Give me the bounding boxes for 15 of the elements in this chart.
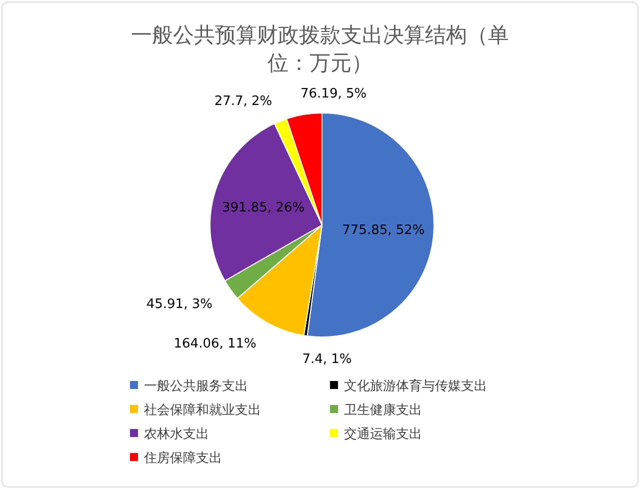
data-label: 7.4, 1% <box>302 352 352 367</box>
chart-title: 一般公共预算财政拨款支出决算结构（单位：万元） <box>131 23 509 75</box>
legend-label: 文化旅游体育与传媒支出 <box>344 378 487 394</box>
legend-label: 卫生健康支出 <box>344 403 422 418</box>
data-label: 775.85, 52% <box>342 223 425 238</box>
data-label: 76.19, 5% <box>300 86 367 102</box>
data-label: 391.85, 26% <box>222 200 305 216</box>
data-label: 164.06, 11% <box>174 336 256 352</box>
legend-label: 交通运输支出 <box>344 426 422 442</box>
legend-label: 社会保障和就业支出 <box>144 403 261 418</box>
data-label: 45.91, 3% <box>146 296 212 312</box>
data-label: 27.7, 2% <box>214 94 272 110</box>
legend-label: 农林水支出 <box>144 427 209 442</box>
legend-label: 一般公共服务支出 <box>144 379 248 394</box>
legend-label: 住房保障支出 <box>143 450 222 466</box>
